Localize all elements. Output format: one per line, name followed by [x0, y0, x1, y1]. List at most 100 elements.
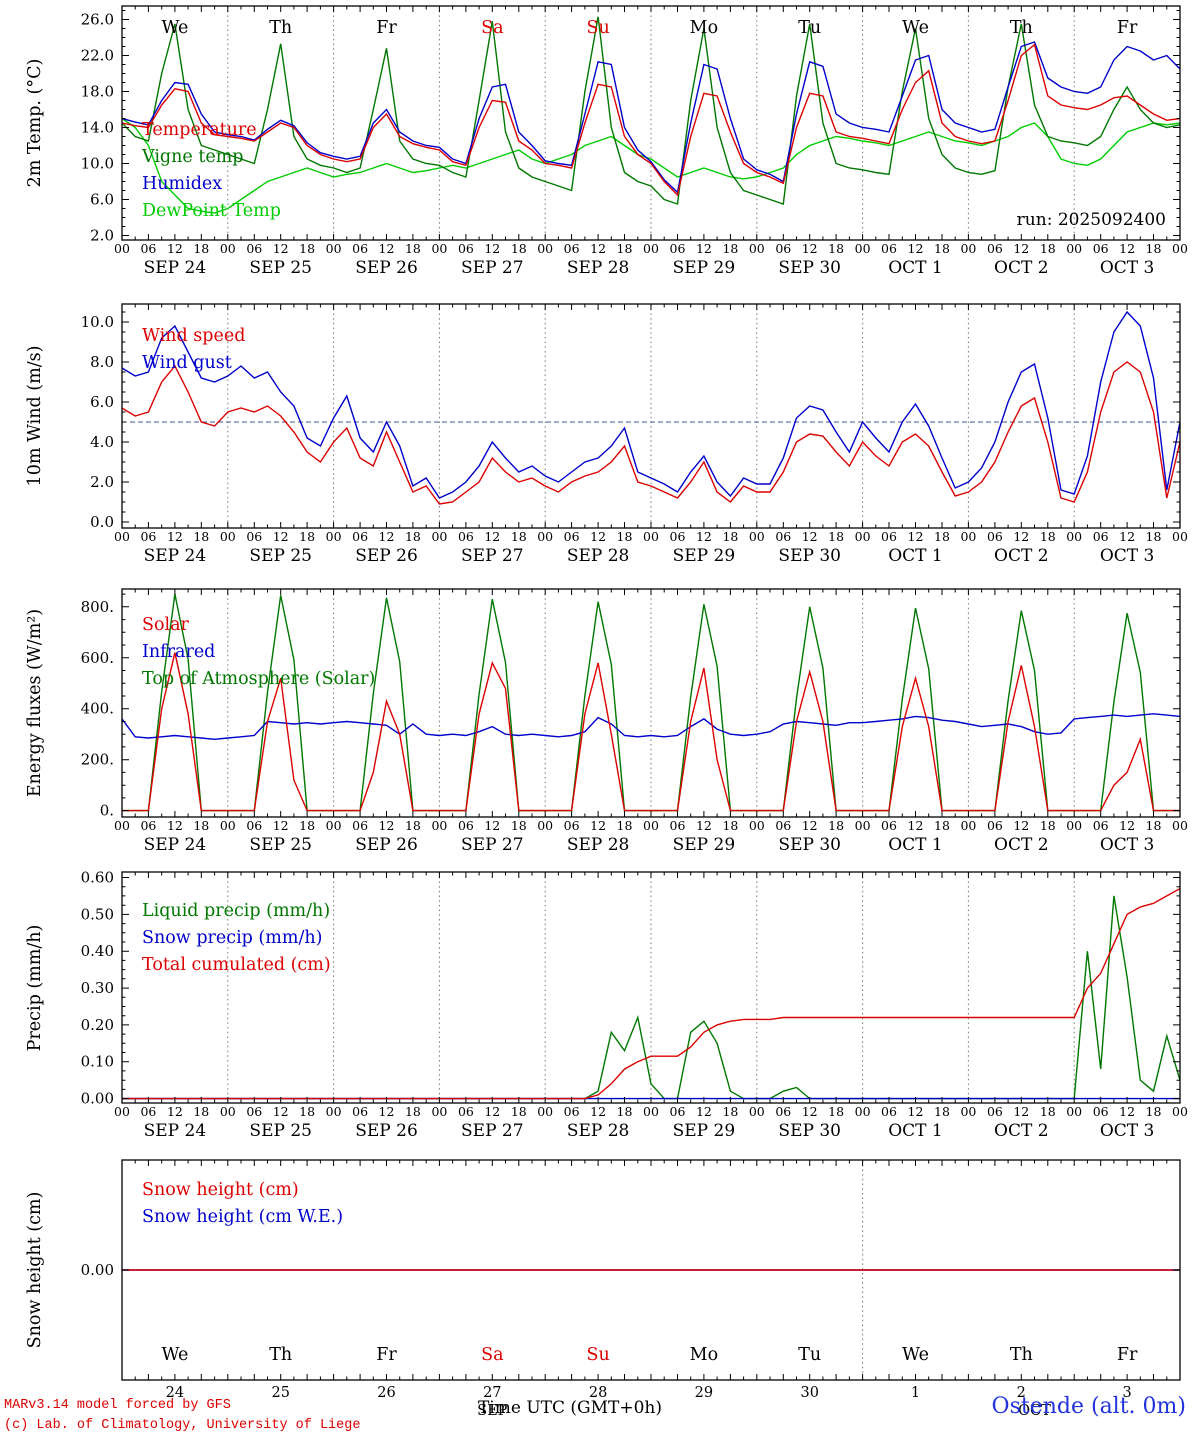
x-tick-label: 12 — [1119, 818, 1135, 833]
day-name-label: We — [161, 1345, 188, 1365]
date-label: SEP 27 — [461, 1121, 524, 1141]
day-name-label: Th — [269, 1345, 292, 1365]
x-tick-label: 18 — [828, 529, 844, 544]
legend-item: DewPoint Temp — [142, 201, 281, 221]
x-tick-label: 18 — [617, 818, 633, 833]
x-tick-label: 00 — [960, 1104, 976, 1119]
x-tick-label: 00 — [855, 818, 871, 833]
x-tick-label: 12 — [802, 529, 818, 544]
series-temperature-dewpoint — [122, 117, 1180, 214]
x-tick-label: 18 — [511, 818, 527, 833]
day-name-label: Mo — [690, 18, 718, 38]
x-tick-label: 18 — [934, 241, 950, 256]
x-tick-label: 00 — [855, 1104, 871, 1119]
panel-wind: 0.0 2.0 4.0 6.0 8.0 10.0 10m Wind (m/s) Wind sp… — [25, 303, 1188, 566]
x-tick-label: 12 — [484, 818, 500, 833]
x-tick-label: 06 — [458, 241, 474, 256]
y-tick-label: 0.00 — [81, 1261, 114, 1279]
x-tick-label: 12 — [167, 241, 183, 256]
legend-item: Top of Atmosphere (Solar) — [142, 669, 375, 689]
legend-item: Solar — [142, 615, 190, 635]
x-tick-label: 00 — [643, 529, 659, 544]
date-label: SEP 28 — [567, 546, 630, 566]
x-tick-label: 00 — [431, 529, 447, 544]
legend-item: Wind gust — [142, 353, 232, 373]
x-tick-label: 00 — [643, 1104, 659, 1119]
date-label: SEP 28 — [567, 258, 630, 278]
x-tick-label: 00 — [1172, 241, 1188, 256]
day-name-label: Sa — [481, 1345, 503, 1365]
date-label: SEP 30 — [778, 835, 841, 855]
x-tick-label: 00 — [1066, 1104, 1082, 1119]
y-tick-label: 26.0 — [81, 11, 114, 29]
day-name-label: We — [161, 18, 188, 38]
y-tick-label: 600. — [81, 649, 114, 667]
x-tick-label: 12 — [273, 529, 289, 544]
date-label: SEP 30 — [778, 258, 841, 278]
date-label: OCT 2 — [994, 258, 1049, 278]
legend-item: Humidex — [142, 174, 222, 194]
panel-precip: 0.00 0.10 0.20 0.30 0.40 0.50 0.60 Precip (mm/h… — [25, 869, 1188, 1142]
x-tick-label: 06 — [246, 818, 262, 833]
model-credit-line1: MARv3.14 model forced by GFS — [4, 1398, 231, 1413]
y-tick-label: 800. — [81, 598, 114, 616]
x-tick-label: 12 — [590, 1104, 606, 1119]
day-number-label: 29 — [695, 1385, 713, 1401]
axis-ticks — [121, 304, 1181, 528]
x-tick-label: 12 — [802, 818, 818, 833]
x-tick-label: 18 — [617, 1104, 633, 1119]
date-label: SEP 26 — [355, 258, 418, 278]
x-tick-label: 18 — [405, 818, 421, 833]
date-label: OCT 2 — [994, 546, 1049, 566]
axis-ticks — [121, 872, 1181, 1103]
date-label: OCT 3 — [1100, 1121, 1155, 1141]
x-tick-label: 18 — [299, 529, 315, 544]
date-label: OCT 1 — [888, 835, 943, 855]
y-tick-label: 0.60 — [81, 869, 114, 887]
y-axis-title: Energy fluxes (W/m²) — [25, 609, 45, 797]
x-tick-label: 00 — [1172, 1104, 1188, 1119]
legend-item: Infrared — [142, 642, 215, 662]
x-tick-label: 00 — [431, 241, 447, 256]
x-tick-label: 12 — [484, 529, 500, 544]
date-label: OCT 1 — [888, 546, 943, 566]
x-tick-label: 06 — [140, 529, 156, 544]
date-label: SEP 29 — [673, 546, 736, 566]
x-tick-label: 18 — [722, 529, 738, 544]
x-tick-label: 06 — [775, 1104, 791, 1119]
day-name-label: Sa — [481, 18, 503, 38]
y-tick-label: 6.0 — [90, 191, 114, 209]
y-tick-label: 0.10 — [81, 1053, 114, 1071]
x-tick-label: 00 — [326, 1104, 342, 1119]
x-tick-label: 12 — [1013, 1104, 1029, 1119]
day-name-label: Fr — [1117, 1345, 1138, 1365]
x-tick-label: 06 — [670, 1104, 686, 1119]
x-tick-label: 18 — [828, 818, 844, 833]
x-tick-label: 00 — [749, 529, 765, 544]
x-tick-label: 18 — [1146, 1104, 1162, 1119]
day-name-label: We — [902, 18, 929, 38]
x-tick-label: 00 — [114, 241, 130, 256]
date-label: OCT 1 — [888, 1121, 943, 1141]
day-name-label: Th — [269, 18, 292, 38]
x-tick-label: 00 — [431, 818, 447, 833]
x-tick-label: 00 — [431, 1104, 447, 1119]
x-tick-label: 12 — [379, 1104, 395, 1119]
legend-item: Snow precip (mm/h) — [142, 928, 322, 948]
axis-ticks — [121, 1160, 1181, 1380]
x-tick-label: 18 — [405, 241, 421, 256]
x-tick-label: 12 — [1119, 1104, 1135, 1119]
y-tick-label: 6.0 — [90, 393, 114, 411]
x-tick-label: 18 — [405, 529, 421, 544]
date-label: SEP 28 — [567, 835, 630, 855]
day-number-label: 1 — [911, 1385, 920, 1401]
day-number-label: 25 — [271, 1385, 289, 1401]
x-tick-label: 12 — [1119, 529, 1135, 544]
x-tick-label: 12 — [273, 241, 289, 256]
y-axis-title: 2m Temp. (°C) — [25, 59, 45, 188]
x-tick-label: 18 — [617, 529, 633, 544]
x-tick-label: 12 — [590, 529, 606, 544]
legend-item: Snow height (cm W.E.) — [142, 1207, 343, 1227]
x-tick-label: 00 — [220, 241, 236, 256]
